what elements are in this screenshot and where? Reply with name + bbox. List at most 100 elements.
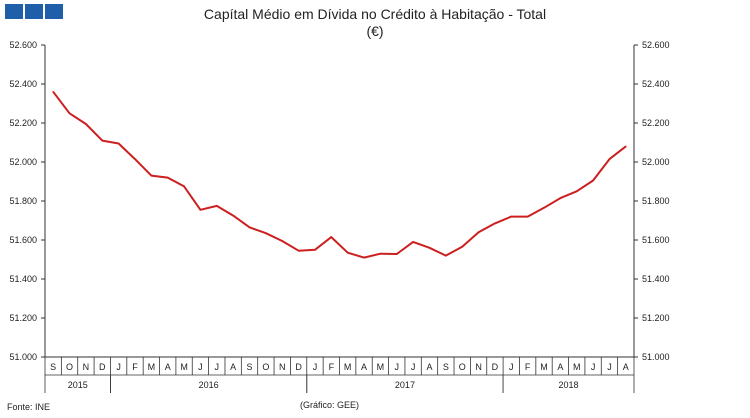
data-point	[477, 231, 480, 233]
month-label: J	[313, 362, 318, 372]
month-label: F	[132, 362, 138, 372]
month-label: F	[525, 362, 531, 372]
month-label: M	[344, 362, 352, 372]
data-point	[314, 248, 316, 251]
data-point	[265, 232, 267, 234]
right-y-tick-label: 52.600	[642, 40, 670, 50]
month-label: M	[148, 362, 156, 372]
data-point	[346, 251, 349, 254]
data-point	[510, 215, 513, 218]
data-point	[117, 142, 120, 145]
data-point	[543, 207, 545, 209]
brand-square	[45, 4, 63, 19]
data-point	[625, 145, 627, 148]
left-y-tick-label: 51.400	[9, 274, 37, 284]
right-y-tick-label: 51.200	[642, 313, 670, 323]
data-point	[248, 226, 251, 229]
data-point	[183, 185, 185, 188]
data-point	[608, 158, 611, 160]
left-y-tick-label: 52.200	[9, 118, 37, 128]
month-label: J	[198, 362, 203, 372]
month-label: N	[475, 362, 482, 372]
left-y-tick-label: 52.400	[9, 79, 37, 89]
year-label: 2017	[395, 380, 415, 390]
left-y-tick-label: 51.000	[9, 352, 37, 362]
month-label: S	[247, 362, 253, 372]
month-label: O	[66, 362, 73, 372]
brand-square	[25, 4, 43, 19]
month-label: A	[230, 362, 236, 372]
right-y-tick-label: 51.000	[642, 352, 670, 362]
left-y-tick-label: 52.000	[9, 157, 37, 167]
data-point	[461, 246, 464, 248]
month-label: A	[557, 362, 563, 372]
brand-square	[5, 4, 23, 19]
year-label: 2015	[68, 380, 88, 390]
left-y-tick-label: 51.800	[9, 196, 37, 206]
source-note: Fonte: INE	[7, 402, 51, 412]
data-point	[281, 240, 284, 242]
month-label: S	[50, 362, 56, 372]
data-point	[428, 247, 431, 249]
brand-logo	[5, 4, 63, 19]
month-label: O	[459, 362, 466, 372]
month-label: A	[165, 362, 171, 372]
month-label: S	[443, 362, 449, 372]
data-point	[85, 123, 87, 125]
month-label: J	[509, 362, 514, 372]
data-point	[592, 179, 594, 182]
month-label: D	[99, 362, 106, 372]
chart-title: Capítal Médio em Dívida no Crédito à Hab…	[203, 6, 547, 22]
data-point	[494, 222, 496, 225]
left-y-tick-label: 51.200	[9, 313, 37, 323]
month-label: D	[295, 362, 302, 372]
month-label: A	[623, 362, 629, 372]
month-label: D	[492, 362, 499, 372]
month-label: A	[361, 362, 367, 372]
data-point	[412, 241, 414, 243]
right-y-tick-label: 52.000	[642, 157, 670, 167]
left-y-tick-label: 51.600	[9, 235, 37, 245]
month-label: J	[116, 362, 121, 372]
right-y-tick-label: 51.400	[642, 274, 670, 284]
month-label: M	[377, 362, 385, 372]
data-point	[215, 205, 218, 207]
data-point	[445, 254, 447, 257]
month-label: O	[262, 362, 269, 372]
year-label: 2016	[199, 380, 219, 390]
month-label: M	[180, 362, 188, 372]
month-label: J	[395, 362, 400, 372]
month-label: N	[83, 362, 90, 372]
right-y-tick-label: 51.600	[642, 235, 670, 245]
month-label: J	[607, 362, 612, 372]
month-label: N	[279, 362, 286, 372]
right-y-tick-label: 52.200	[642, 118, 670, 128]
data-point	[363, 256, 365, 259]
year-label: 2018	[559, 380, 579, 390]
data-point	[526, 215, 529, 218]
data-point	[232, 214, 234, 217]
left-y-tick-label: 52.600	[9, 40, 37, 50]
month-label: J	[411, 362, 416, 372]
data-point	[68, 112, 71, 115]
month-label: J	[591, 362, 596, 372]
data-point	[330, 236, 333, 238]
data-point	[575, 190, 578, 193]
graph-credit: (Gráfico: GEE)	[300, 400, 360, 410]
data-point	[297, 249, 300, 252]
data-point	[395, 253, 398, 255]
data-point	[166, 176, 169, 179]
right-y-tick-label: 52.400	[642, 79, 670, 89]
right-y-tick-label: 51.800	[642, 196, 670, 206]
month-label: A	[426, 362, 432, 372]
data-point	[379, 252, 382, 255]
data-point	[101, 139, 104, 142]
month-label: J	[215, 362, 220, 372]
data-point	[199, 208, 202, 211]
month-label: M	[540, 362, 548, 372]
month-label: F	[329, 362, 335, 372]
data-point	[52, 91, 54, 93]
data-point	[134, 158, 136, 160]
chart-subtitle: (€)	[366, 23, 384, 39]
